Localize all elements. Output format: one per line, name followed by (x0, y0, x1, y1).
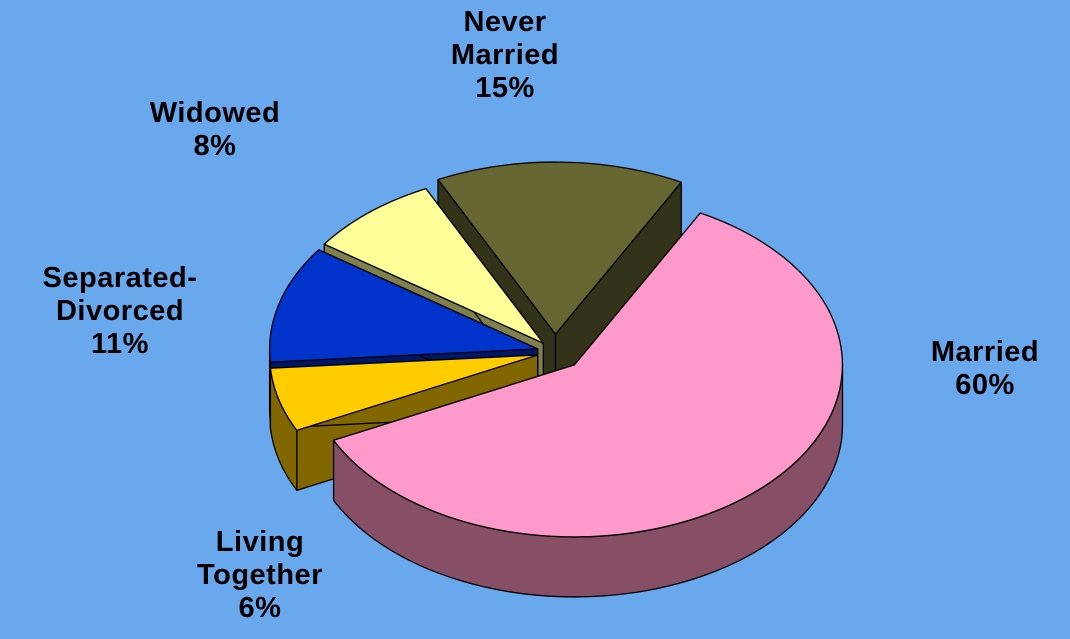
label-married-line-1: Married (930, 336, 1040, 368)
slice-top-living-together (269, 354, 539, 432)
label-married-value: 60% (955, 369, 1015, 401)
label-widowed-line-1: Widowed (149, 97, 281, 129)
label-living-together-line-1: Living (215, 526, 305, 558)
label-never-married-line-1: Never (463, 6, 547, 38)
label-married: Married 60% (905, 336, 1065, 402)
label-never-married-value: 15% (475, 72, 535, 104)
label-never-married-line-2: Married (450, 39, 560, 71)
slice-top-widowed (323, 187, 544, 344)
label-living-together: Living Together 6% (160, 526, 360, 625)
slice-top-never-married (437, 161, 682, 335)
label-living-together-value: 6% (238, 592, 282, 624)
label-living-together-line-2: Together (197, 559, 323, 591)
label-separated-divorced-line-2: Divorced (55, 295, 185, 327)
slice-top-separated-divorced (269, 249, 539, 363)
slice-top-married (332, 212, 844, 538)
slice-married (332, 212, 844, 598)
label-separated-divorced-line-1: Separated- (42, 262, 198, 294)
label-widowed-value: 8% (193, 130, 237, 162)
label-widowed: Widowed 8% (120, 97, 310, 163)
label-separated-divorced-value: 11% (91, 328, 149, 360)
label-never-married: Never Married 15% (420, 6, 590, 105)
label-separated-divorced: Separated- Divorced 11% (10, 262, 230, 361)
